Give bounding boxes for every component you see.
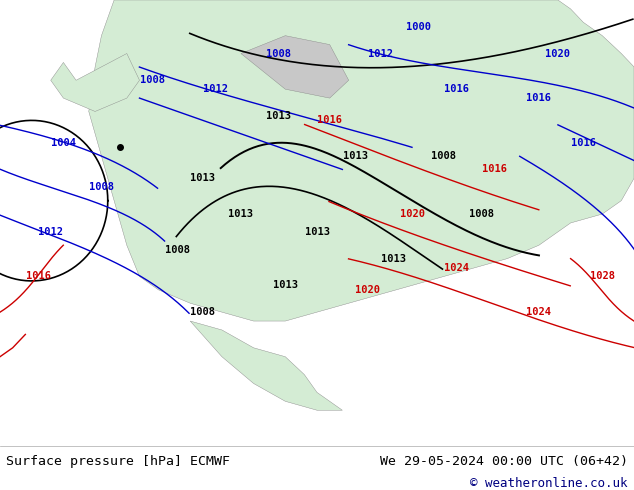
- Text: 1016: 1016: [25, 271, 51, 281]
- Text: 1008: 1008: [165, 245, 190, 255]
- Text: 1020: 1020: [545, 49, 571, 58]
- Text: 1024: 1024: [526, 307, 552, 317]
- Text: We 29-05-2024 00:00 UTC (06+42): We 29-05-2024 00:00 UTC (06+42): [380, 455, 628, 468]
- Text: 1016: 1016: [482, 165, 507, 174]
- Text: 1013: 1013: [190, 173, 216, 183]
- Text: 1004: 1004: [51, 138, 76, 147]
- Text: 1016: 1016: [317, 115, 342, 125]
- Text: 1012: 1012: [203, 84, 228, 94]
- Text: 1016: 1016: [571, 138, 596, 147]
- Text: © weatheronline.co.uk: © weatheronline.co.uk: [470, 477, 628, 490]
- Text: 1008: 1008: [469, 209, 495, 219]
- Text: 1016: 1016: [444, 84, 469, 94]
- Text: 1000: 1000: [406, 22, 431, 32]
- Text: Surface pressure [hPa] ECMWF: Surface pressure [hPa] ECMWF: [6, 455, 230, 468]
- Polygon shape: [241, 36, 349, 98]
- Text: 1020: 1020: [355, 285, 380, 295]
- Text: 1008: 1008: [190, 307, 216, 317]
- Polygon shape: [51, 53, 139, 112]
- Text: 1016: 1016: [526, 93, 552, 103]
- Text: 1013: 1013: [266, 111, 292, 121]
- Text: 1013: 1013: [304, 227, 330, 237]
- Text: 1013: 1013: [342, 151, 368, 161]
- Text: 1024: 1024: [444, 263, 469, 272]
- Text: 1008: 1008: [431, 151, 456, 161]
- Text: 1008: 1008: [139, 75, 165, 85]
- Text: 1013: 1013: [273, 280, 298, 291]
- Text: 1028: 1028: [590, 271, 615, 281]
- Text: 1012: 1012: [368, 49, 393, 58]
- Text: 1008: 1008: [266, 49, 292, 58]
- Text: 1012: 1012: [38, 227, 63, 237]
- Text: 1020: 1020: [399, 209, 425, 219]
- Text: 1008: 1008: [89, 182, 114, 192]
- Text: 1013: 1013: [380, 254, 406, 264]
- Polygon shape: [89, 0, 634, 321]
- Polygon shape: [190, 321, 342, 410]
- Text: 1013: 1013: [228, 209, 254, 219]
